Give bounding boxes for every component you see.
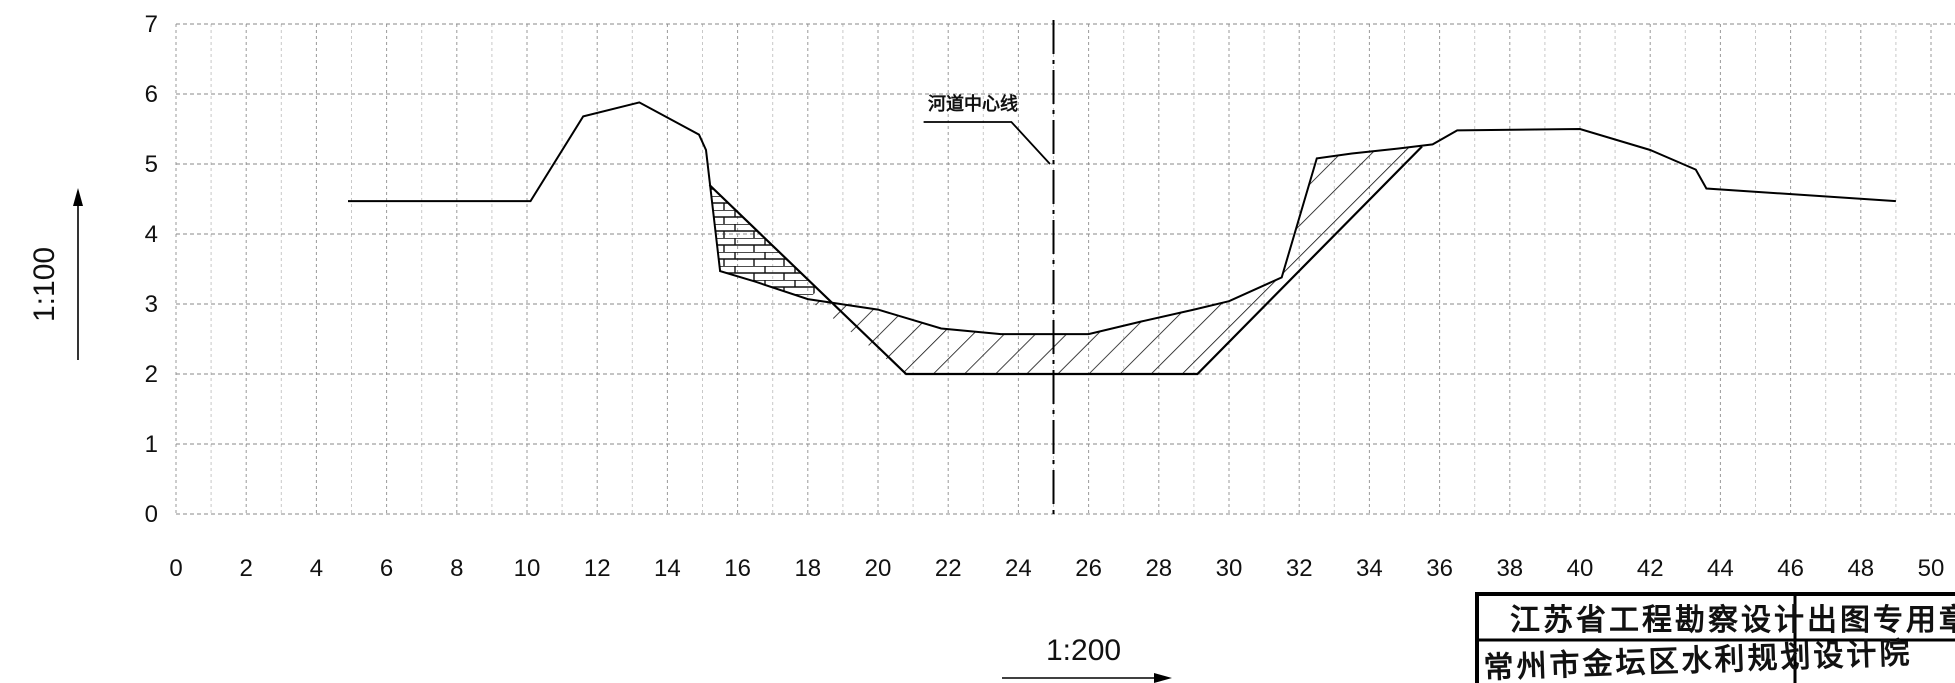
x-axis-ticks: 0 2 4 6 8 10 12 14 16 18 20 22 24 26 28 30 32 34 36 38 40 42 4… <box>169 555 1944 582</box>
centerline-label: 河道中心线 <box>928 93 1018 115</box>
vertical-scale-label: 1:100 <box>28 247 61 322</box>
y-tick-label: 2 <box>145 361 158 388</box>
x-tick-label: 10 <box>514 555 541 582</box>
x-tick-label: 38 <box>1496 555 1523 582</box>
x-tick-label: 0 <box>169 555 182 582</box>
vertical-scale-arrowhead <box>73 188 83 206</box>
x-tick-label: 24 <box>1005 555 1032 582</box>
y-tick-label: 4 <box>145 221 158 248</box>
grid <box>175 23 1955 515</box>
left-bank-revetment-hatch <box>709 185 819 300</box>
x-tick-label: 50 <box>1918 555 1945 582</box>
excavation-hatch-area <box>807 277 1282 374</box>
y-tick-label: 0 <box>145 501 158 528</box>
x-tick-label: 22 <box>935 555 962 582</box>
x-tick-label: 42 <box>1637 555 1664 582</box>
y-tick-label: 3 <box>145 291 158 318</box>
stamp-line-2: 常州市金坛区水利规划设计院 <box>1483 636 1913 683</box>
y-tick-label: 7 <box>145 11 158 38</box>
y-tick-label: 1 <box>145 431 158 458</box>
y-axis-ticks: 0 1 2 3 4 5 6 7 <box>145 11 158 528</box>
existing-ground-profile-line <box>348 101 1896 336</box>
horizontal-scale-arrowhead <box>1154 673 1172 683</box>
x-tick-label: 28 <box>1145 555 1172 582</box>
x-tick-label: 32 <box>1286 555 1313 582</box>
y-tick-label: 6 <box>145 81 158 108</box>
centerline-leader-line <box>923 121 1051 165</box>
x-tick-label: 34 <box>1356 555 1383 582</box>
x-tick-label: 6 <box>380 555 393 582</box>
x-tick-label: 12 <box>584 555 611 582</box>
x-tick-label: 16 <box>724 555 751 582</box>
x-tick-label: 2 <box>240 555 253 582</box>
x-tick-label: 14 <box>654 555 681 582</box>
x-tick-label: 18 <box>794 555 821 582</box>
x-tick-label: 44 <box>1707 555 1734 582</box>
x-tick-label: 8 <box>450 555 463 582</box>
x-tick-label: 4 <box>310 555 323 582</box>
stamp-line-1: 江苏省工程勘察设计出图专用章 <box>1510 603 1955 638</box>
x-tick-label: 30 <box>1216 555 1243 582</box>
design-seal-stamp: 江苏省工程勘察设计出图专用章 常州市金坛区水利规划设计院 <box>1475 592 1955 683</box>
x-tick-label: 48 <box>1847 555 1874 582</box>
x-tick-label: 36 <box>1426 555 1453 582</box>
x-tick-label: 40 <box>1567 555 1594 582</box>
y-tick-label: 5 <box>145 151 158 178</box>
right-bank-excavation-hatch <box>1281 146 1422 278</box>
x-tick-label: 46 <box>1777 555 1804 582</box>
horizontal-scale-label: 1:200 <box>1046 634 1121 667</box>
design-channel-section-line <box>708 145 1423 376</box>
x-tick-label: 20 <box>865 555 892 582</box>
x-tick-label: 26 <box>1075 555 1102 582</box>
